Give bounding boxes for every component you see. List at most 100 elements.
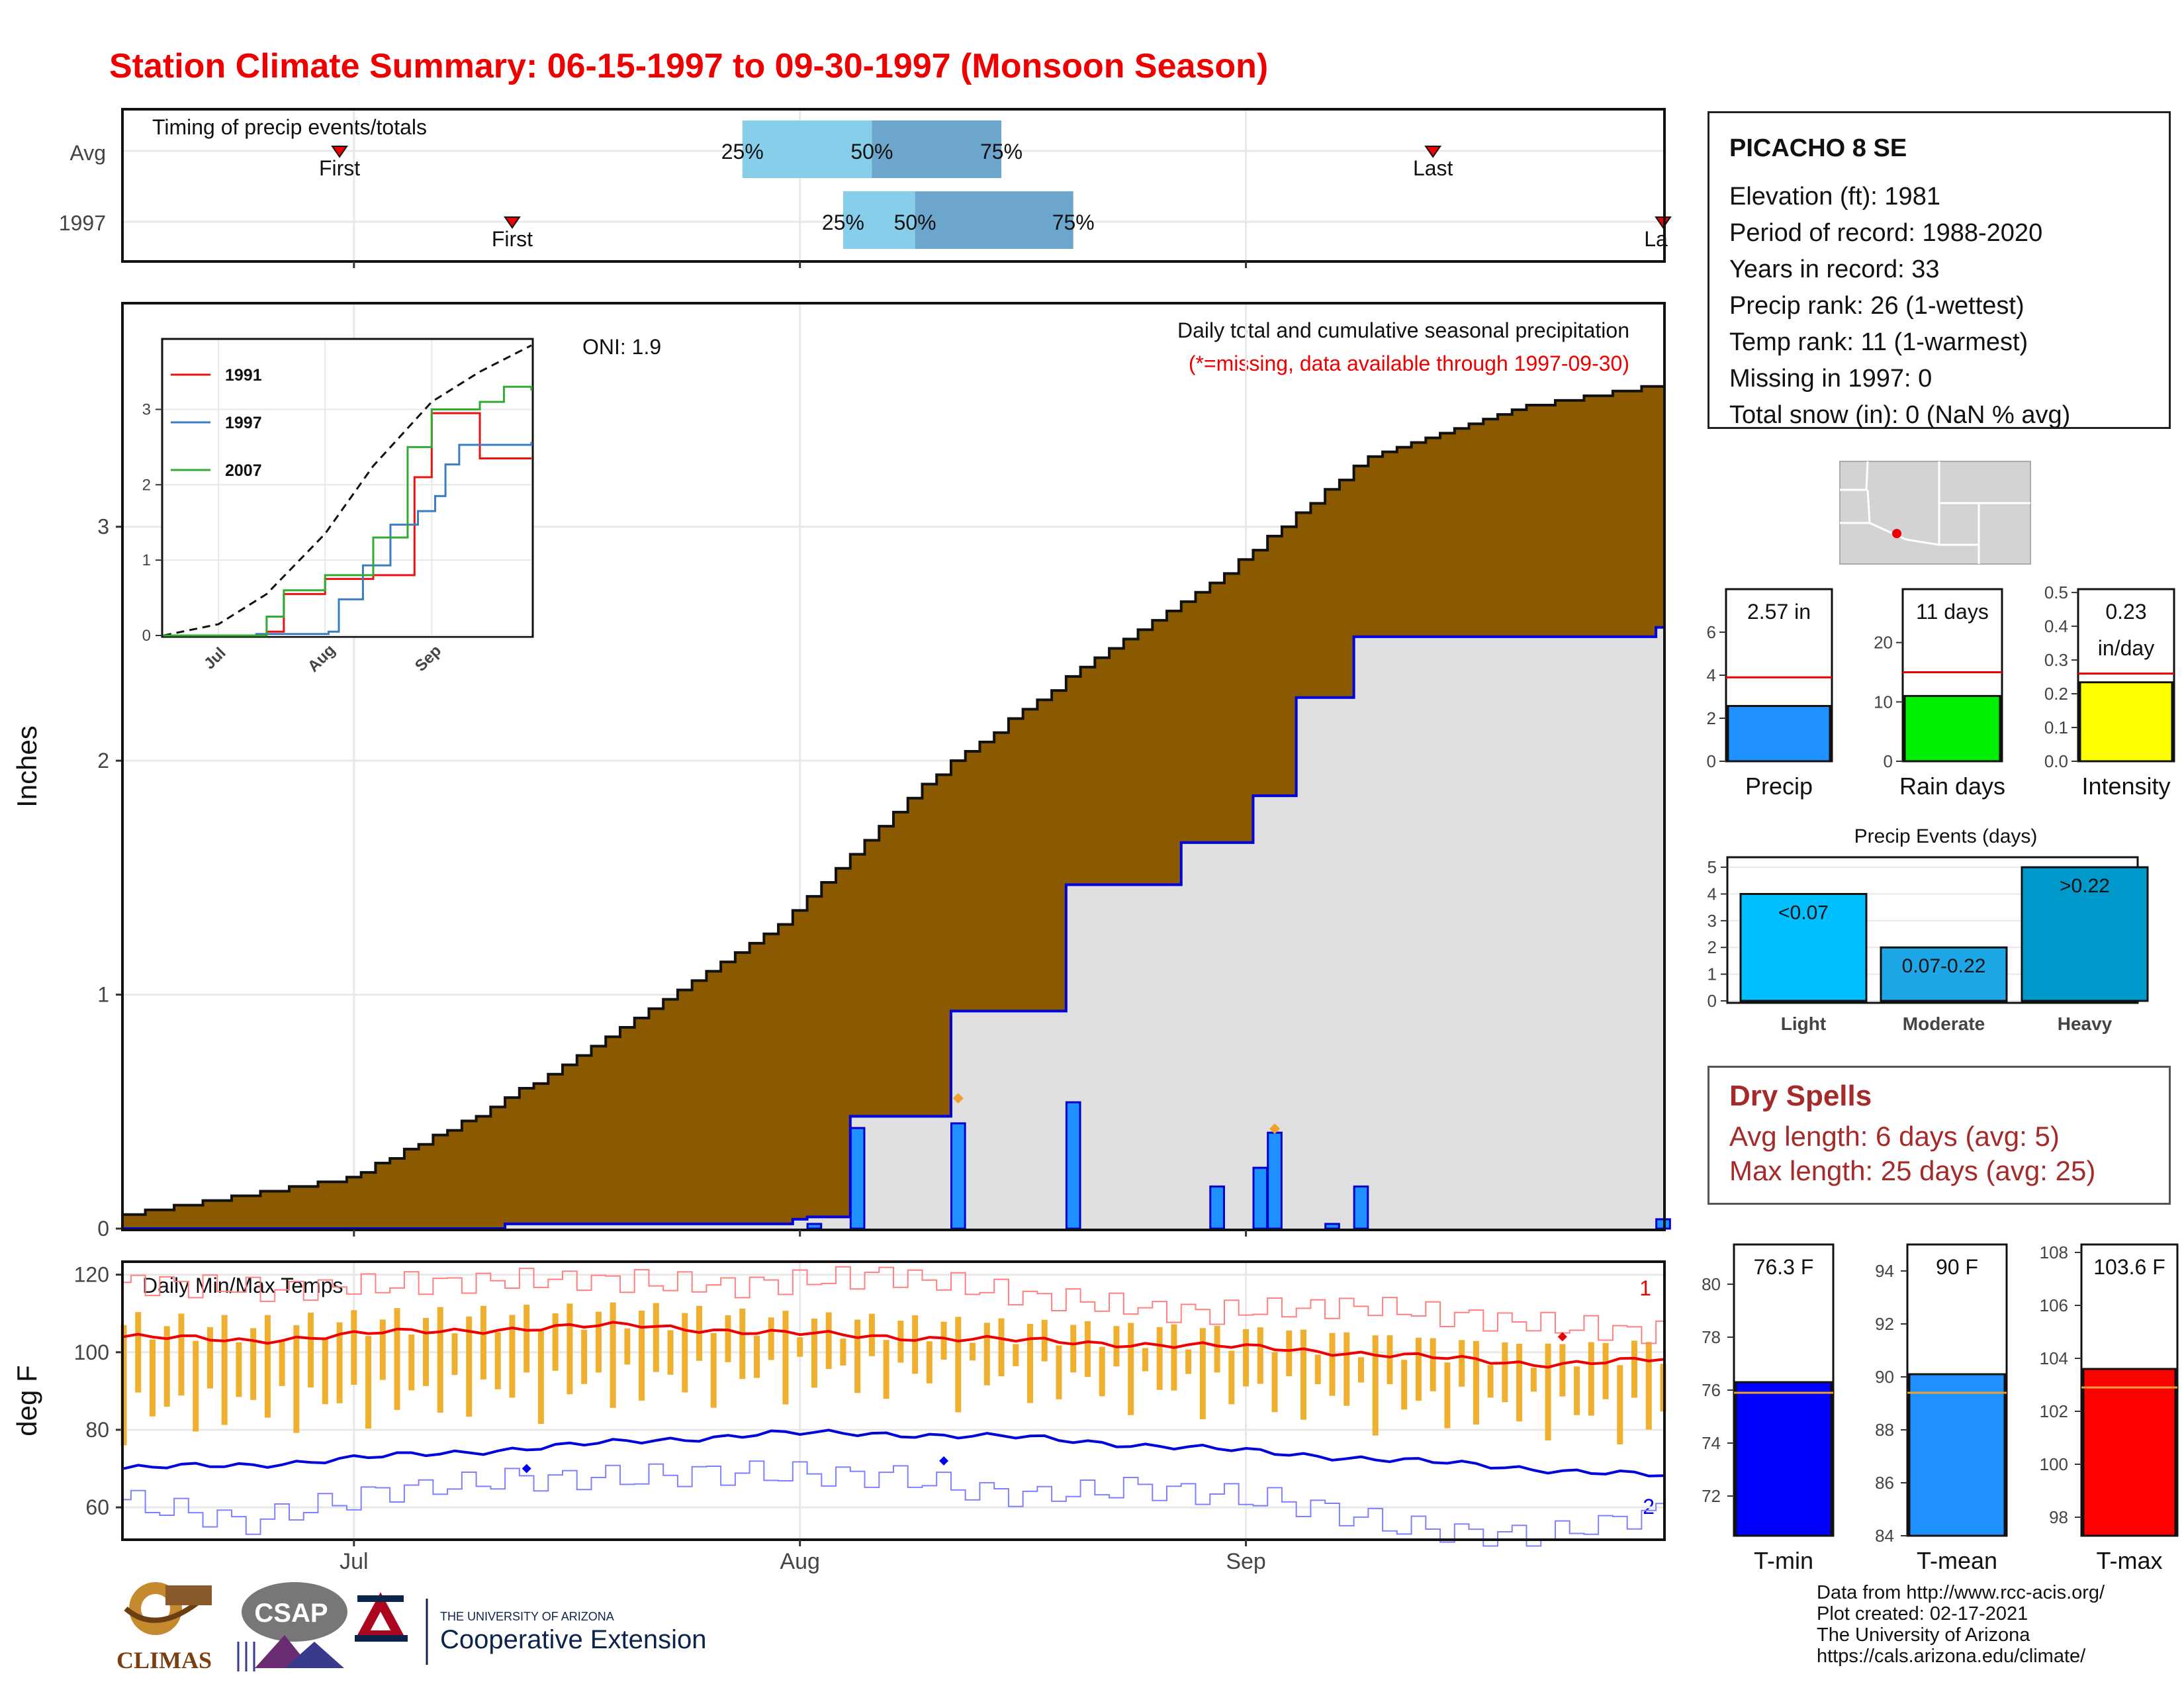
temp-summary-t-max-value-label: 103.6 F — [2093, 1255, 2165, 1279]
first-event-label: First — [492, 227, 533, 251]
timing-box-upper — [915, 191, 1073, 249]
station-snow: Total snow (in): 0 (NaN % avg) — [1729, 401, 2071, 429]
daily-precip-bar — [849, 1127, 866, 1230]
summary-intensity-tick-label: 0.2 — [2044, 684, 2068, 704]
temp-summary-t-min-tick-label: 78 — [1702, 1327, 1721, 1347]
dry-spells-max: Max length: 25 days (avg: 25) — [1729, 1155, 2096, 1186]
daily-precip-bar — [950, 1122, 966, 1230]
deficit-area — [124, 386, 1663, 1229]
temp-summary-t-max-tick-label: 108 — [2040, 1243, 2068, 1262]
summary-intensity-tick-label: 0.0 — [2044, 751, 2068, 771]
timing-percentile-label: 50% — [894, 211, 936, 234]
temp-summary-t-mean-tick-label: 88 — [1875, 1420, 1894, 1440]
x-tick-label: Sep — [1226, 1549, 1266, 1574]
map-state-borders — [1840, 461, 2030, 564]
temp-record-marker — [939, 1456, 949, 1466]
daily-precip-bar — [1353, 1185, 1369, 1230]
station-location-dot — [1892, 529, 1901, 538]
oni-label: ONI: 1.9 — [582, 335, 661, 359]
temp-summary-t-min-tick-label: 76 — [1702, 1380, 1721, 1400]
events-tick-label: 0 — [1707, 991, 1717, 1011]
temp-summary-t-mean-tick-label: 92 — [1875, 1314, 1894, 1334]
summary-intensity-tick-label: 0.1 — [2044, 718, 2068, 737]
temp-ylabel: deg F — [11, 1365, 42, 1436]
temp-summary-t-min-tick-label: 74 — [1702, 1433, 1721, 1453]
inset-legend-label: 1997 — [225, 414, 262, 432]
record-low-line — [124, 1460, 1663, 1547]
summary-precip-tick-label: 4 — [1707, 665, 1716, 685]
timing-panel-border — [121, 108, 1666, 263]
station-temp-rank: Temp rank: 11 (1-warmest) — [1729, 328, 2028, 356]
credit-source: Data from http://www.rcc-acis.org/ — [1817, 1582, 2105, 1603]
events-tick-label: 3 — [1707, 911, 1717, 931]
summary-intensity-tick-label: 0.3 — [2044, 650, 2068, 670]
temp-summary-t-mean-tick-label: 86 — [1875, 1473, 1894, 1493]
temp-summary-t-mean-tick-label: 84 — [1875, 1526, 1894, 1546]
summary-intensity-value-label: 0.23 — [2105, 600, 2146, 624]
inset-series-line — [163, 442, 533, 637]
summary-rain-days-tick-label: 10 — [1874, 692, 1893, 712]
temp-panel-frame — [121, 1260, 1666, 1541]
page-title: Station Climate Summary: 06-15-1997 to 0… — [109, 47, 1269, 85]
daily-precip-bar — [1209, 1185, 1225, 1230]
temp-y-tick-label: 120 — [74, 1263, 109, 1287]
temp-summary-t-min-value-label: 76.3 F — [1754, 1255, 1814, 1279]
x-axis: Jul Aug Sep — [340, 261, 1266, 1574]
station-name: PICACHO 8 SE — [1729, 134, 1907, 162]
events-bar — [2021, 866, 2149, 1002]
inset-y-tick-label: 1 — [142, 551, 151, 569]
daily-precip-bar — [1267, 1131, 1283, 1230]
temp-record-marker — [522, 1464, 531, 1474]
temp-summary-t-max-bar — [2082, 1368, 2177, 1537]
temp-record-marker — [1557, 1332, 1567, 1342]
station-period: Period of record: 1988-2020 — [1729, 219, 2043, 247]
inset-y-tick-label: 3 — [142, 400, 151, 418]
map-frame — [1839, 461, 2031, 565]
inset-legend-label: 2007 — [225, 461, 262, 480]
ua-logo: THE UNIVERSITY OF ARIZONA Cooperative Ex… — [355, 1592, 706, 1665]
inset-series-line — [163, 344, 532, 637]
summary-precip-tick-label: 6 — [1707, 622, 1716, 642]
temp-summary-t-mean-tick-label: 90 — [1875, 1367, 1894, 1387]
temp-summary-t-min-tick-label: 72 — [1702, 1486, 1721, 1506]
temp-summary-t-max-tick-label: 102 — [2040, 1401, 2068, 1421]
dry-spells-avg: Avg length: 6 days (avg: 5) — [1729, 1121, 2060, 1152]
daily-precip-bar — [1252, 1166, 1269, 1230]
temp-summary-t-min-name: T-min — [1754, 1547, 1813, 1574]
timing-box-upper — [872, 120, 1002, 178]
precip-panel-border — [121, 302, 1666, 1231]
credit-university: The University of Arizona — [1817, 1624, 2030, 1646]
x-tick-label: Jul — [340, 1549, 368, 1574]
events-tick-label: 5 — [1707, 857, 1717, 877]
record-high-line — [124, 1266, 1663, 1344]
precip-y-tick-label: 2 — [97, 749, 109, 773]
temp-summary-t-max-tick-label: 104 — [2040, 1348, 2068, 1368]
timing-box-lower — [742, 120, 872, 178]
events-category-label: Moderate — [1903, 1013, 1985, 1034]
csap-logo-text: CSAP — [254, 1599, 328, 1628]
temp-y-tick-label: 80 — [85, 1418, 109, 1442]
precip-y-tick-label: 1 — [97, 983, 109, 1007]
inset-series-line — [163, 412, 531, 637]
events-category-label: Heavy — [2058, 1013, 2113, 1034]
climas-logo-text: CLIMAS — [116, 1647, 212, 1673]
timing-box-lower — [842, 191, 915, 249]
year-cumulative-fill — [124, 627, 1663, 1229]
inset-y-tick-label: 0 — [142, 627, 151, 645]
first-event-label: First — [319, 156, 360, 180]
last-event-label: Last — [1413, 156, 1453, 180]
dry-spells-title: Dry Spells — [1729, 1080, 1872, 1112]
credit-date: Plot created: 02-17-2021 — [1817, 1603, 2028, 1624]
timing-percentile-label: 25% — [822, 211, 864, 234]
dry-spells-box: Dry Spells Avg length: 6 days (avg: 5) M… — [1707, 1066, 2171, 1205]
events-tick-label: 2 — [1707, 937, 1717, 957]
timing-panel: Timing of precip events/totals Avg 1997 … — [59, 108, 1672, 263]
events-tick-label: 4 — [1707, 884, 1717, 904]
precip-caption: Daily total and cumulative seasonal prec… — [1177, 318, 1629, 342]
temp-y-tick-label: 100 — [74, 1340, 109, 1364]
temp-label: Daily Min/Max Temps — [142, 1274, 343, 1297]
temp-summary-t-min-tick-label: 80 — [1702, 1274, 1721, 1294]
summary-rain-days-bar — [1903, 694, 2001, 763]
